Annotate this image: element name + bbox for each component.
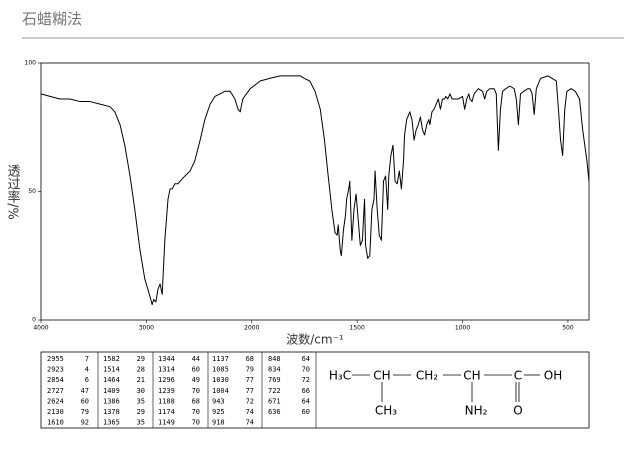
- peak-wavenumber: 1085: [212, 366, 229, 374]
- peak-intensity: 70: [192, 387, 200, 395]
- peak-wavenumber: 918: [212, 419, 225, 427]
- peak-wavenumber: 2727: [47, 387, 64, 395]
- x-tick-label: 500: [562, 325, 574, 332]
- peak-intensity: 77: [246, 376, 254, 384]
- atom: CH: [463, 369, 480, 383]
- x-tick-label: 2000: [244, 325, 259, 332]
- peak-intensity: 70: [302, 366, 310, 374]
- peak-intensity: 7: [85, 355, 89, 363]
- atom: OH: [544, 369, 562, 383]
- page-title: 石蜡糊法: [22, 10, 82, 28]
- peak-wavenumber: 1149: [158, 419, 175, 427]
- peak-wavenumber: 1610: [47, 419, 64, 427]
- peak-intensity: 29: [137, 408, 145, 416]
- peak-intensity: 66: [302, 387, 310, 395]
- peak-intensity: 79: [81, 408, 89, 416]
- peak-intensity: 29: [137, 355, 145, 363]
- peak-wavenumber: 1137: [212, 355, 229, 363]
- peak-intensity: 35: [137, 397, 145, 405]
- peak-wavenumber: 834: [268, 366, 281, 374]
- x-tick-label: 3000: [139, 325, 154, 332]
- peak-intensity: 21: [137, 376, 145, 384]
- peak-wavenumber: 769: [268, 376, 281, 384]
- x-axis-label: 波数/cm⁻¹: [286, 332, 344, 347]
- peak-intensity: 74: [246, 408, 254, 416]
- spectrum-line: [40, 75, 590, 306]
- y-tick-label: 50: [28, 188, 36, 195]
- atom: O: [513, 404, 522, 418]
- y-axis-label: 透过率/%: [5, 164, 21, 220]
- peak-wavenumber: 1365: [103, 419, 120, 427]
- peak-wavenumber: 2923: [47, 366, 64, 374]
- peak-wavenumber: 2854: [47, 376, 64, 384]
- peak-intensity: 64: [302, 355, 310, 363]
- peak-wavenumber: 1514: [103, 366, 120, 374]
- table-frame: [40, 351, 590, 429]
- x-tick-label: 1000: [455, 325, 470, 332]
- atom: CH: [373, 369, 390, 383]
- peak-wavenumber: 1296: [158, 376, 175, 384]
- peak-wavenumber: 1464: [103, 376, 120, 384]
- peak-wavenumber: 1004: [212, 387, 229, 395]
- structure: [352, 374, 540, 402]
- peak-intensity: 70: [192, 419, 200, 427]
- peak-intensity: 92: [81, 419, 89, 427]
- atom: CH₂: [416, 369, 438, 383]
- peak-intensity: 47: [81, 387, 89, 395]
- plot-frame: [40, 62, 590, 321]
- peak-wavenumber: 943: [212, 397, 225, 405]
- peak-intensity: 60: [192, 366, 200, 374]
- peak-wavenumber: 671: [268, 397, 281, 405]
- peak-intensity: 72: [246, 397, 254, 405]
- peak-intensity: 74: [246, 419, 254, 427]
- peak-wavenumber: 1344: [158, 355, 175, 363]
- atom: H₃C: [329, 369, 351, 383]
- peak-intensity: 60: [81, 397, 89, 405]
- peak-wavenumber: 1174: [158, 408, 175, 416]
- x-tick-label: 4000: [33, 325, 48, 332]
- peak-wavenumber: 925: [212, 408, 225, 416]
- atom: CH₃: [375, 404, 397, 418]
- peak-intensity: 72: [302, 376, 310, 384]
- peak-intensity: 30: [137, 387, 145, 395]
- peak-wavenumber: 1378: [103, 408, 120, 416]
- peak-wavenumber: 1239: [158, 387, 175, 395]
- atom: C: [514, 369, 522, 383]
- peak-wavenumber: 1386: [103, 397, 120, 405]
- peak-intensity: 44: [192, 355, 200, 363]
- peak-wavenumber: 2955: [47, 355, 64, 363]
- peak-wavenumber: 1188: [158, 397, 175, 405]
- peak-wavenumber: 2624: [47, 397, 64, 405]
- peak-intensity: 64: [302, 397, 310, 405]
- peak-intensity: 77: [246, 387, 254, 395]
- atom: NH₂: [465, 404, 488, 418]
- peak-wavenumber: 636: [268, 408, 281, 416]
- peak-intensity: 68: [192, 397, 200, 405]
- peak-intensity: 4: [85, 366, 89, 374]
- peak-intensity: 60: [302, 408, 310, 416]
- peak-wavenumber: 1314: [158, 366, 175, 374]
- peak-intensity: 68: [246, 355, 254, 363]
- peak-wavenumber: 2130: [47, 408, 64, 416]
- peak-intensity: 6: [85, 376, 89, 384]
- peak-intensity: 70: [192, 408, 200, 416]
- x-tick-label: 1500: [350, 325, 365, 332]
- y-tick-label: 0: [32, 317, 36, 324]
- peak-wavenumber: 722: [268, 387, 281, 395]
- peak-wavenumber: 1582: [103, 355, 120, 363]
- peak-wavenumber: 1030: [212, 376, 229, 384]
- peak-intensity: 49: [192, 376, 200, 384]
- peak-intensity: 28: [137, 366, 145, 374]
- peak-wavenumber: 1409: [103, 387, 120, 395]
- peak-wavenumber: 848: [268, 355, 281, 363]
- peak-intensity: 35: [137, 419, 145, 427]
- peak-intensity: 79: [246, 366, 254, 374]
- y-tick-label: 100: [25, 60, 37, 67]
